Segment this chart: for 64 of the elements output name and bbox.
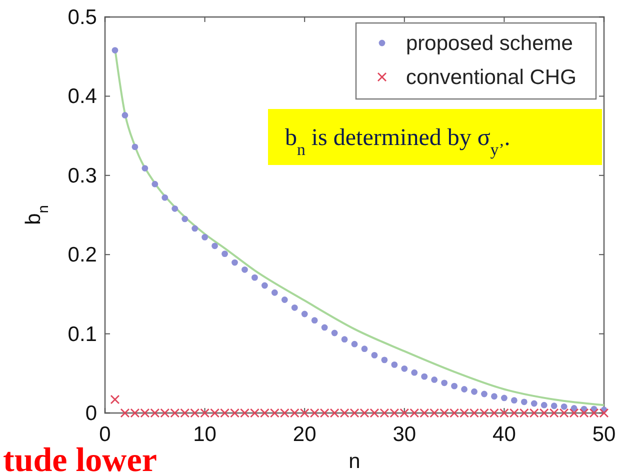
point <box>281 296 288 303</box>
point <box>212 242 218 250</box>
point <box>510 397 518 404</box>
point <box>540 402 548 408</box>
point <box>560 403 568 410</box>
point <box>202 234 208 240</box>
x-tick-label: 30 <box>392 423 416 446</box>
point <box>142 165 148 172</box>
x-tick-label: 50 <box>592 423 616 446</box>
point <box>232 259 238 266</box>
point <box>471 388 478 395</box>
point <box>252 274 258 281</box>
point <box>570 405 578 412</box>
y-tick-label: 0.4 <box>68 85 98 108</box>
point <box>481 390 488 398</box>
point <box>381 356 388 364</box>
point <box>122 112 128 118</box>
point <box>291 304 298 311</box>
y-tick-label: 0.3 <box>68 164 97 188</box>
legend-label: conventional CHG <box>406 66 576 89</box>
point <box>520 398 528 406</box>
point <box>501 394 508 402</box>
note-box: b$_{n}$ is determined by σ$_{y’}$. <box>268 109 602 165</box>
point <box>341 336 348 343</box>
point <box>351 340 358 348</box>
point <box>391 361 398 368</box>
y-tick-label: 0.2 <box>68 244 97 267</box>
point <box>530 400 538 407</box>
point <box>110 394 120 404</box>
point <box>441 380 448 386</box>
point <box>331 330 338 336</box>
y-tick-label: 0.5 <box>68 6 97 29</box>
point <box>261 282 268 289</box>
point <box>172 205 178 212</box>
point <box>431 376 438 383</box>
y-tick-label: 0.1 <box>68 322 97 346</box>
point <box>311 317 318 324</box>
annotation: b$_{n}$ is determined by σ$_{y’}$. <box>285 125 510 158</box>
point <box>132 144 138 150</box>
y-tick-label: 0 <box>85 402 97 425</box>
x-tick-label: 40 <box>492 423 516 446</box>
point <box>451 382 458 390</box>
point <box>271 289 278 296</box>
legend-label: proposed scheme <box>406 32 573 55</box>
point <box>371 352 378 358</box>
point <box>242 266 248 273</box>
point <box>361 346 368 352</box>
point <box>112 47 118 54</box>
x-axis-title: n <box>348 450 360 473</box>
x-tick-label: 10 <box>193 423 216 446</box>
point <box>461 386 468 392</box>
point <box>550 402 558 410</box>
point <box>152 180 158 188</box>
point <box>162 194 168 201</box>
x-tick-label: 20 <box>292 423 316 446</box>
point <box>401 365 408 372</box>
point <box>411 369 418 376</box>
point <box>491 393 498 400</box>
point <box>192 225 198 232</box>
point <box>301 310 308 318</box>
point <box>421 373 428 380</box>
point <box>321 324 328 331</box>
point <box>222 250 228 258</box>
point <box>182 216 188 222</box>
